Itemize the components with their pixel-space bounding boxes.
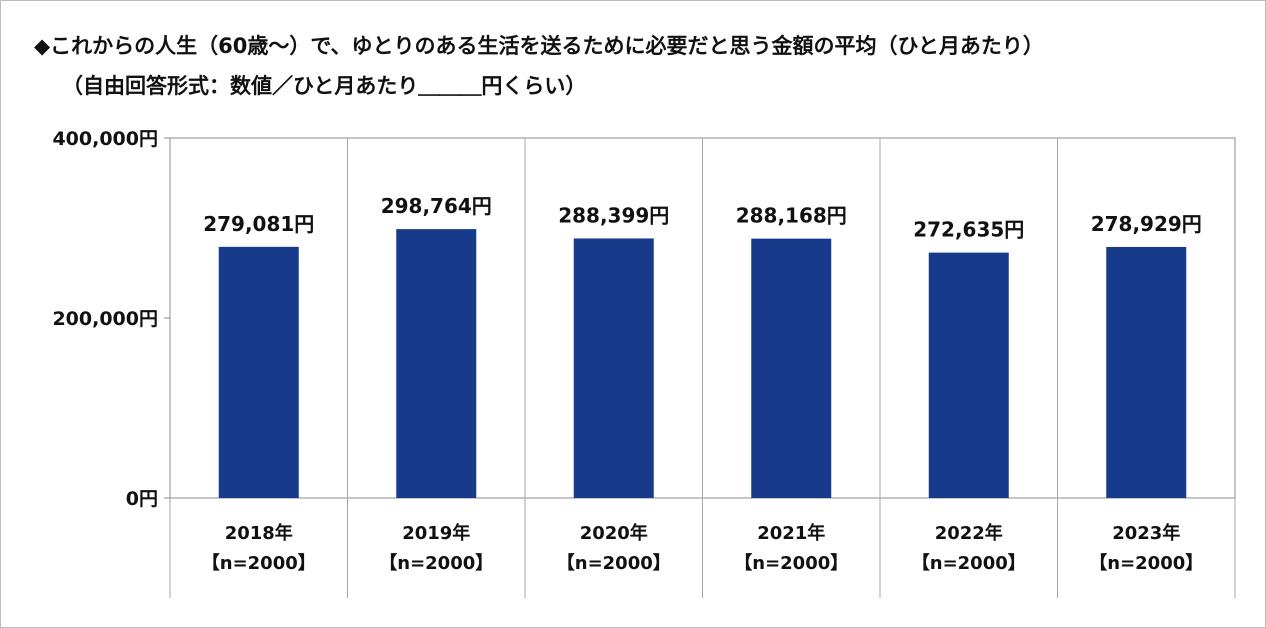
bar bbox=[751, 238, 832, 498]
data-label: 298,764円 bbox=[381, 194, 492, 218]
category-sublabel: 【n=2000】 bbox=[1089, 553, 1203, 574]
y-tick-label: 200,000円 bbox=[52, 308, 158, 330]
category-sublabel: 【n=2000】 bbox=[202, 553, 316, 574]
category-sublabel: 【n=2000】 bbox=[557, 553, 671, 574]
category-label: 2022年 bbox=[935, 522, 1003, 544]
category-label: 2023年 bbox=[1112, 522, 1180, 544]
data-label: 278,929円 bbox=[1091, 212, 1202, 236]
chart-title: ◆これからの人生（60歳～）で、ゆとりのある生活を送るために必要だと思う金額の平… bbox=[34, 34, 1044, 58]
category-label: 2020年 bbox=[580, 522, 648, 544]
data-label: 272,635円 bbox=[913, 218, 1024, 242]
data-label: 288,399円 bbox=[558, 203, 669, 227]
y-tick-label: 400,000円 bbox=[52, 128, 158, 150]
bar bbox=[218, 246, 299, 498]
bar bbox=[1106, 246, 1187, 498]
category-sublabel: 【n=2000】 bbox=[379, 553, 493, 574]
category-sublabel: 【n=2000】 bbox=[912, 553, 1026, 574]
bar bbox=[396, 229, 477, 498]
data-label: 288,168円 bbox=[736, 204, 847, 228]
category-label: 2021年 bbox=[757, 522, 825, 544]
category-sublabel: 【n=2000】 bbox=[734, 553, 848, 574]
category-label: 2019年 bbox=[402, 522, 470, 544]
bar bbox=[928, 252, 1009, 498]
category-label: 2018年 bbox=[225, 522, 293, 544]
y-tick-label: 0円 bbox=[126, 488, 158, 510]
data-label: 279,081円 bbox=[203, 212, 314, 236]
bar bbox=[573, 238, 654, 498]
chart-subtitle: （自由回答形式：数値／ひと月あたり＿＿＿円くらい） bbox=[62, 74, 587, 98]
